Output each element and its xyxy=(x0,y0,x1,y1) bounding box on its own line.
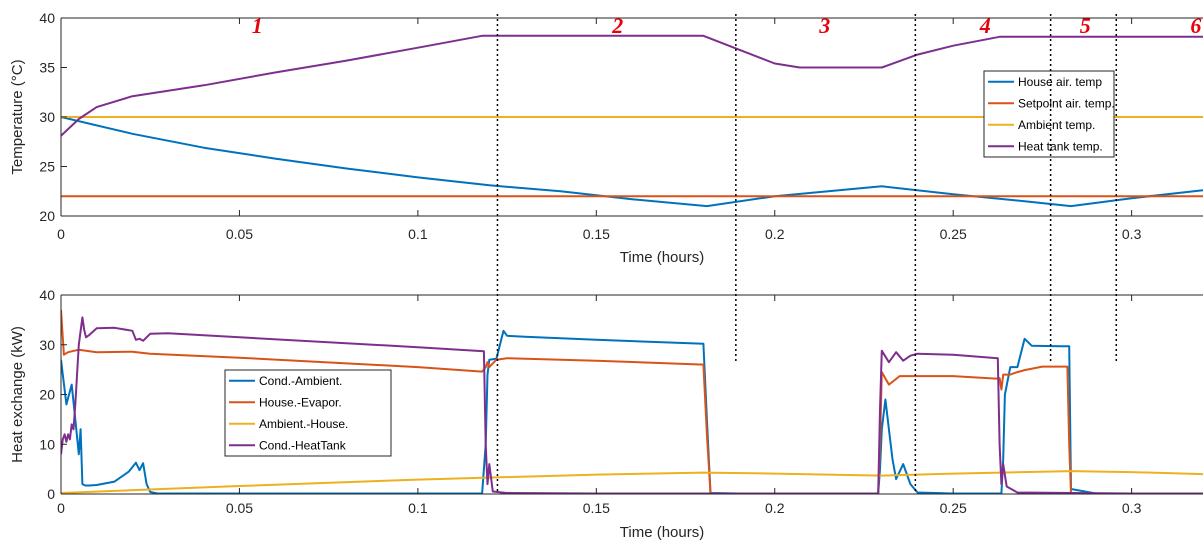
y-tick-label: 40 xyxy=(39,10,55,26)
legend-box xyxy=(983,70,1115,158)
y-tick-label: 20 xyxy=(39,387,55,403)
legend: House air. temp Setpoint air. temp. Ambien… xyxy=(983,70,1115,158)
x-tick-label: 0.3 xyxy=(1122,226,1142,242)
legend-entry: Ambient temp. xyxy=(1018,118,1095,132)
legend-entry: Setpoint air. temp. xyxy=(1018,96,1115,110)
phase-label-6: 6 xyxy=(1190,13,1201,38)
x-tick-label: 0.15 xyxy=(583,500,610,516)
legend-entry: Cond.-Ambient. xyxy=(259,374,342,388)
x-tick-label: 0 xyxy=(57,226,65,242)
x-tick-label: 0.1 xyxy=(408,226,428,242)
y-tick-label: 0 xyxy=(47,486,55,502)
series-line-cond-ambient xyxy=(61,329,1203,494)
x-tick-label: 0 xyxy=(57,500,65,516)
phase-label-4: 4 xyxy=(979,13,991,38)
phase-label-5: 5 xyxy=(1080,13,1091,38)
y-tick-label: 10 xyxy=(39,436,55,452)
phase-divider-lines xyxy=(496,14,1118,494)
legend-entry: Heat tank temp. xyxy=(1018,139,1103,153)
x-tick-label: 0.05 xyxy=(226,500,253,516)
series-line-heat-tank-temp xyxy=(61,34,1203,137)
x-tick-label: 0.25 xyxy=(940,500,967,516)
series-lines xyxy=(61,34,1203,208)
legend-entry: Ambient.-House. xyxy=(259,417,348,431)
x-tick-label: 0.15 xyxy=(583,226,610,242)
y-tick-label: 30 xyxy=(39,337,55,353)
y-axis-label: Heat exchange (kW) xyxy=(9,326,26,463)
y-tick-label: 25 xyxy=(39,159,55,175)
x-tick-label: 0.3 xyxy=(1122,500,1142,516)
x-tick-label: 0.25 xyxy=(940,226,967,242)
series-line-cond-heattank xyxy=(61,316,1203,494)
heat-exchange-panel: 0 0.05 0.1 0.15 0.2 0.25 0.3 0 10 20 30 40 Time (hou… xyxy=(9,287,1203,541)
x-tick-label: 0.2 xyxy=(765,500,785,516)
x-axis-label: Time (hours) xyxy=(620,249,704,266)
y-tick-label: 40 xyxy=(39,287,55,303)
y-tick-label: 30 xyxy=(39,109,55,125)
y-axis-label: Temperature (°C) xyxy=(9,59,26,174)
phase-label-2: 2 xyxy=(611,13,623,38)
series-line-house-air-temp xyxy=(61,116,1203,208)
y-tick-label: 20 xyxy=(39,208,55,224)
phase-label-3: 3 xyxy=(818,13,830,38)
series-lines xyxy=(61,309,1203,494)
x-axis-label: Time (hours) xyxy=(620,524,704,541)
x-tick-label: 0.1 xyxy=(408,500,428,516)
legend-entry: House air. temp xyxy=(1018,75,1102,89)
phase-labels: 1 2 3 4 5 6 xyxy=(252,13,1202,38)
legend-entry: House.-Evapor. xyxy=(259,395,342,409)
x-tick-label: 0.2 xyxy=(765,226,785,242)
legend-entry: Cond.-HeatTank xyxy=(259,438,347,452)
x-tick-label: 0.05 xyxy=(226,226,253,242)
legend: Cond.-Ambient. House.-Evapor. Ambient.-Hou… xyxy=(224,369,392,457)
legend-box xyxy=(224,369,392,457)
y-tick-label: 35 xyxy=(39,60,55,76)
phase-label-1: 1 xyxy=(252,13,263,38)
series-line-ambient-house xyxy=(61,470,1203,494)
